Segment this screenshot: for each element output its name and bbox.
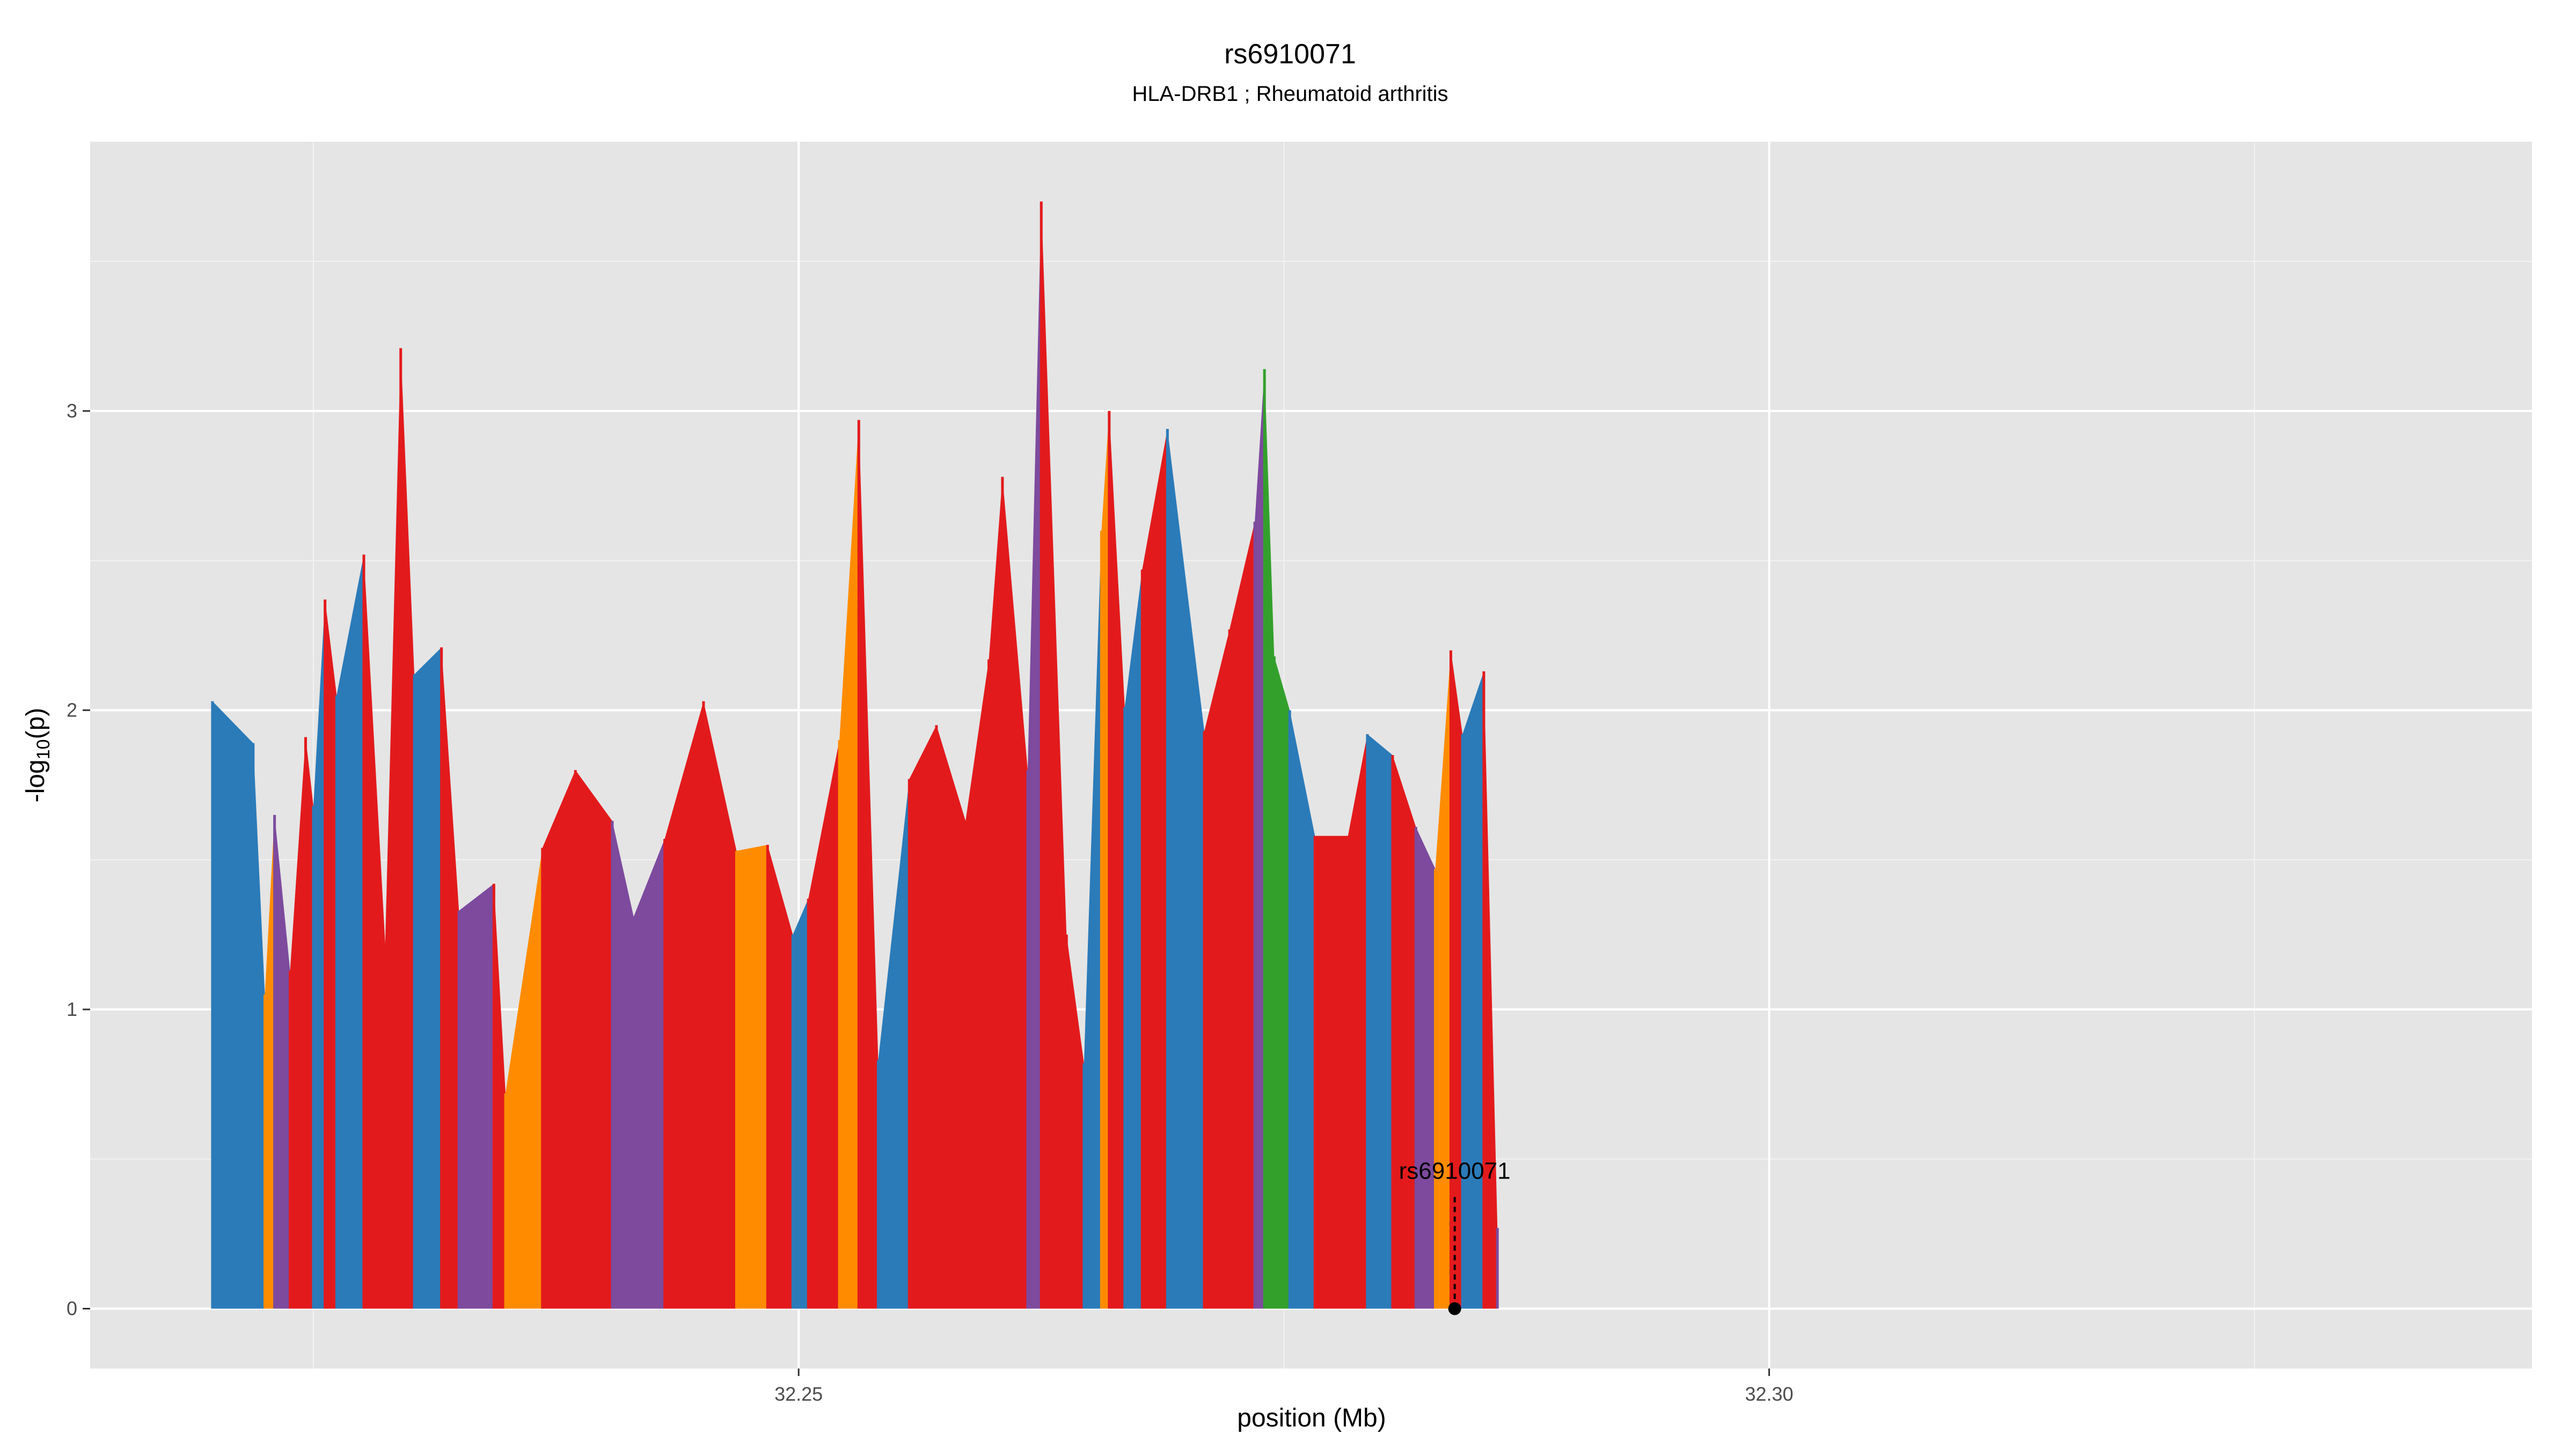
area-segment <box>612 821 634 1309</box>
area-segment <box>1124 569 1143 1309</box>
area-segment <box>1483 671 1498 1309</box>
area-segment <box>839 420 859 1309</box>
y-axis-title-main: -log <box>21 759 50 802</box>
area-segment <box>325 599 337 1309</box>
area-segment <box>1002 477 1028 1309</box>
area-segment <box>1435 650 1451 1309</box>
area-segment <box>494 883 506 1309</box>
y-tick-label: 0 <box>67 1297 77 1319</box>
area-segment <box>336 554 364 1309</box>
area-segment <box>400 348 415 1309</box>
area-segment <box>793 898 809 1309</box>
area-segment <box>1462 671 1484 1309</box>
y-axis-title: -log10(p) <box>21 708 54 803</box>
area-segment <box>1416 826 1436 1309</box>
area-segment <box>989 477 1002 1309</box>
area-segment <box>265 815 275 1309</box>
area-segment <box>542 770 576 1309</box>
area-segment <box>1348 734 1367 1309</box>
area-segment <box>290 737 306 1309</box>
area-segment <box>1255 369 1265 1309</box>
area-segment <box>936 725 966 1309</box>
area-segment <box>1027 201 1042 1309</box>
area-segment <box>1167 429 1205 1309</box>
area-segment <box>506 847 543 1309</box>
area-segment <box>808 740 840 1309</box>
area-segment <box>1084 530 1102 1309</box>
area-segment <box>305 737 313 1309</box>
area-segment <box>767 845 793 1309</box>
area-segment <box>253 743 265 1309</box>
area-segment <box>363 554 385 1309</box>
area-segment <box>859 420 879 1309</box>
area-segment <box>736 845 768 1309</box>
y-tick-label: 3 <box>67 400 77 422</box>
area-segment <box>1315 836 1348 1309</box>
y-axis-title-subscript: 10 <box>33 739 54 759</box>
area-segment <box>1142 429 1168 1309</box>
y-axis-title-tail: (p) <box>21 708 50 740</box>
x-axis-title: position (Mb) <box>1237 1404 1386 1432</box>
area-segment <box>575 770 612 1309</box>
area-segment <box>414 647 442 1309</box>
lead-snp-label: rs6910071 <box>1399 1158 1511 1184</box>
area-segment <box>909 725 936 1309</box>
x-axis: 32.25 32.30 <box>774 1368 1794 1405</box>
area-segment <box>1290 710 1315 1309</box>
area-segment <box>1066 934 1084 1309</box>
area-segment <box>1264 369 1275 1309</box>
area-segment <box>459 883 494 1309</box>
x-tick-label: 32.30 <box>1745 1383 1794 1405</box>
area-segment <box>1204 629 1230 1309</box>
area-segment <box>703 701 737 1309</box>
area-segment <box>1041 201 1067 1309</box>
area-segment <box>1230 522 1255 1309</box>
area-segment <box>385 348 401 1309</box>
chart-title: rs6910071 <box>1224 39 1356 70</box>
area-segment <box>1109 411 1125 1309</box>
lead-snp-point <box>1448 1302 1461 1315</box>
area-segment <box>212 701 253 1309</box>
area-segment <box>1274 656 1290 1309</box>
area-segment <box>1451 650 1463 1309</box>
area-segment <box>313 599 325 1309</box>
y-axis: 0 1 2 3 <box>67 400 90 1319</box>
lead-snp-marker: rs6910071 <box>1399 1158 1511 1315</box>
area-segment <box>664 701 704 1309</box>
y-tick-label: 1 <box>67 998 77 1020</box>
area-segment <box>965 659 989 1309</box>
area-segment <box>441 647 459 1309</box>
chart-subtitle: HLA-DRB1 ; Rheumatoid arthritis <box>1132 82 1448 106</box>
x-tick-label: 32.25 <box>774 1383 823 1405</box>
y-tick-label: 2 <box>67 699 77 721</box>
signal-areas <box>211 201 1499 1309</box>
area-segment <box>274 815 290 1309</box>
area-segment <box>1367 734 1393 1309</box>
area-segment <box>878 779 910 1309</box>
area-segment <box>1392 755 1416 1309</box>
area-segment <box>633 839 665 1309</box>
area-segment <box>1101 411 1109 1309</box>
